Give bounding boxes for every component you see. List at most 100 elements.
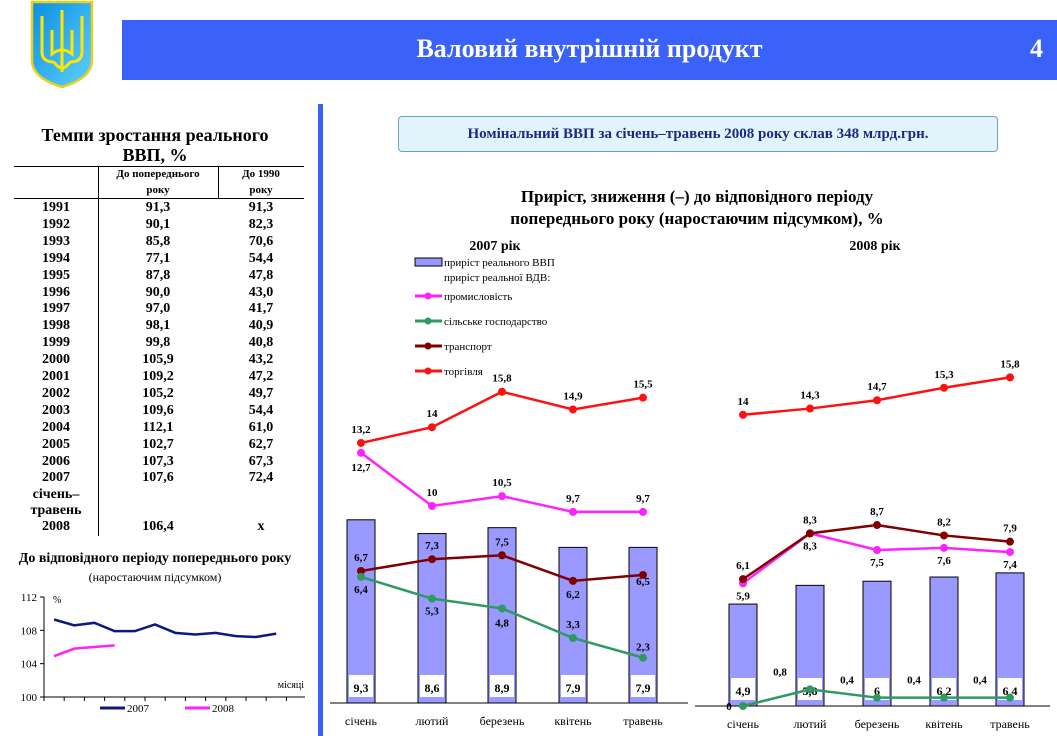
data-point bbox=[639, 570, 647, 579]
table-row-prev: 105,2 bbox=[142, 385, 174, 401]
x-axis-label: місяці bbox=[278, 680, 304, 691]
table-title: Темпи зростання реального ВВП, % bbox=[0, 125, 310, 165]
y-tick-label: 108 bbox=[21, 625, 38, 637]
bar-label-box bbox=[420, 675, 444, 697]
bar-value-label: 9,3 bbox=[354, 681, 369, 695]
table-title-line1: Темпи зростання реального bbox=[41, 125, 269, 145]
main-chart-title-line2: попереднього року (наростаючим підсумком… bbox=[510, 209, 884, 228]
legend-label-bar: приріст реального ВВП bbox=[444, 257, 555, 269]
y-tick-label: 100 bbox=[21, 692, 38, 704]
table-row-prev: 98,1 bbox=[145, 318, 171, 334]
x-tick-label: березень bbox=[855, 717, 900, 731]
col-header-1990: року bbox=[249, 184, 273, 196]
nominal-gdp-note: Номінальний ВВП за січень–травень 2008 р… bbox=[398, 116, 998, 152]
data-label: 15,5 bbox=[633, 379, 653, 391]
data-label: 6,7 bbox=[354, 552, 368, 564]
table-row-year: 1997 bbox=[42, 301, 70, 317]
table-row-year: 1993 bbox=[42, 233, 70, 249]
table-rule bbox=[98, 166, 99, 536]
table-row-1990: 40,8 bbox=[248, 335, 274, 351]
data-label: 14 bbox=[738, 396, 750, 408]
data-label: 5,3 bbox=[425, 606, 439, 618]
data-label: 7,6 bbox=[937, 555, 951, 567]
legend-label-промисловість: промисловість bbox=[444, 291, 512, 303]
legend-label-транспорт: транспорт bbox=[444, 341, 492, 353]
legend-group-label: приріст реальної ВДВ: bbox=[444, 272, 550, 284]
table-rule bbox=[14, 198, 304, 199]
data-label: 2,3 bbox=[636, 642, 650, 654]
x-tick-label: квітень bbox=[925, 717, 963, 731]
table-row-year: 1991 bbox=[42, 200, 70, 215]
table-row-1990: 49,7 bbox=[248, 385, 274, 401]
data-point bbox=[357, 572, 365, 581]
data-point bbox=[873, 693, 881, 702]
bar-label-box bbox=[349, 675, 373, 697]
table-row-1990: 70,6 bbox=[248, 233, 274, 249]
table-row-prev: 109,2 bbox=[142, 369, 174, 384]
table-row-year: 1992 bbox=[42, 216, 70, 232]
legend-swatch-bar bbox=[414, 257, 443, 267]
data-point bbox=[806, 685, 814, 694]
table-row-year: 2001 bbox=[42, 369, 70, 384]
data-point bbox=[873, 396, 881, 405]
data-point bbox=[569, 507, 577, 516]
table-row-year: 2000 bbox=[42, 352, 70, 368]
x-tick-label: березень bbox=[480, 714, 525, 728]
data-point bbox=[739, 702, 747, 710]
table-row-1990: 72,4 bbox=[248, 470, 274, 486]
table-title-line2: ВВП, % bbox=[122, 145, 188, 165]
data-point bbox=[806, 529, 814, 538]
data-label: 6,2 bbox=[566, 589, 580, 601]
data-label: 14,3 bbox=[800, 390, 820, 402]
table-row-prev: 102,7 bbox=[142, 436, 174, 452]
panel-year-label: 2007 рік bbox=[469, 239, 521, 254]
page-number: 4 bbox=[1030, 34, 1043, 63]
x-tick-label: січень bbox=[345, 714, 377, 728]
data-point bbox=[1006, 693, 1014, 702]
bar-value-label: 6,4 bbox=[1003, 684, 1018, 698]
data-point bbox=[498, 551, 506, 560]
table-row-prev: 112,1 bbox=[142, 419, 174, 435]
x-tick-label: січень bbox=[727, 717, 759, 731]
main-chart-title: Приріст, зниження (–) до відповідного пе… bbox=[400, 186, 994, 230]
data-point bbox=[569, 405, 577, 414]
data-point bbox=[940, 543, 948, 552]
data-label: 15,8 bbox=[1000, 358, 1020, 370]
data-label: 8,3 bbox=[803, 540, 817, 552]
table-row-prev: 77,1 bbox=[145, 250, 171, 266]
series-line-2007 bbox=[53, 618, 277, 639]
bar-value-label: 8,9 bbox=[495, 681, 510, 695]
data-point bbox=[940, 383, 948, 392]
table-row-1990: 47,8 bbox=[248, 267, 274, 283]
x-tick-label: травень bbox=[623, 714, 663, 728]
data-label: 6,5 bbox=[636, 576, 650, 588]
table-row-year: 1999 bbox=[42, 335, 70, 351]
divider bbox=[318, 104, 323, 736]
bar-value-label: 6 bbox=[874, 684, 880, 698]
bar-label-box bbox=[932, 678, 956, 700]
data-label: 6,4 bbox=[354, 584, 368, 596]
table-row-prev: 90,0 bbox=[145, 284, 171, 300]
table-row-1990: 82,3 bbox=[248, 216, 274, 232]
data-label: 0,4 bbox=[907, 675, 921, 687]
data-label: 7,5 bbox=[495, 536, 509, 548]
data-point bbox=[357, 567, 365, 576]
data-point bbox=[428, 555, 436, 564]
data-point bbox=[940, 693, 948, 702]
table-row-1990: 62,7 bbox=[248, 436, 274, 452]
table-row-prev: 107,6 bbox=[142, 470, 174, 486]
data-point bbox=[498, 604, 506, 613]
data-point bbox=[1006, 548, 1014, 557]
table-row-year: 2006 bbox=[42, 453, 70, 469]
table-row-prev: 109,6 bbox=[142, 402, 174, 418]
data-point bbox=[569, 576, 577, 585]
data-label: 15,8 bbox=[492, 373, 512, 385]
data-label: 7,3 bbox=[425, 540, 439, 552]
col-header-prev-year: року bbox=[146, 184, 170, 196]
table-row-1990: 47,2 bbox=[248, 369, 274, 384]
data-point bbox=[806, 404, 814, 413]
table-row-year: 2004 bbox=[42, 419, 70, 435]
series-line-2008 bbox=[53, 644, 115, 658]
data-label: 9,7 bbox=[566, 493, 580, 505]
table-row-1990: 67,3 bbox=[248, 453, 274, 469]
